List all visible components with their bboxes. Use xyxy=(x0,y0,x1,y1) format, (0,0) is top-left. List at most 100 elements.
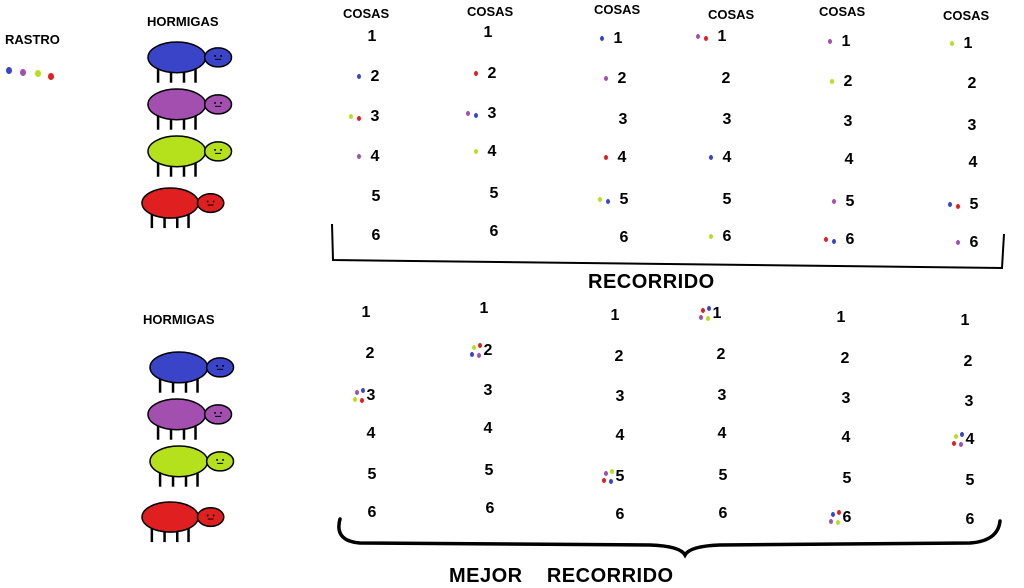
thing-number: 4 xyxy=(483,420,493,437)
thing-number: 4 xyxy=(717,425,727,442)
column-header: COSAS xyxy=(343,6,390,21)
trail-dot-blue xyxy=(831,512,835,517)
legend-dot xyxy=(48,73,54,80)
thing-number: 6 xyxy=(371,227,381,244)
thing-number: 2 xyxy=(614,348,624,365)
thing-number: 5 xyxy=(845,193,855,210)
thing-number: 5 xyxy=(842,470,852,487)
thing-number: 1 xyxy=(836,309,846,326)
trail-dot-green xyxy=(474,149,478,154)
thing-number: 4 xyxy=(617,149,627,166)
thing-number: 1 xyxy=(610,307,620,324)
ant-icon-purple xyxy=(147,88,233,130)
thing-number: 2 xyxy=(721,70,731,87)
thing-number: 4 xyxy=(615,427,625,444)
thing-number: 6 xyxy=(619,229,629,246)
column-header: COSAS xyxy=(467,4,514,19)
trail-dot-green xyxy=(954,434,958,439)
trail-dot-red xyxy=(357,116,361,121)
thing-number: 6 xyxy=(969,234,979,251)
trail-dot-green xyxy=(950,41,954,46)
thing-number: 5 xyxy=(722,191,732,208)
ants-label-bottom: HORMIGAS xyxy=(143,312,215,327)
ant-icon-green xyxy=(149,445,235,487)
legend-dot xyxy=(6,67,12,74)
legend-label: RASTRO xyxy=(5,32,60,47)
trail-dot-green xyxy=(836,520,840,525)
trail-dot-green xyxy=(353,397,357,402)
ant-icon-green xyxy=(147,135,233,177)
thing-number: 5 xyxy=(965,472,975,489)
trail-dot-green xyxy=(598,197,602,202)
trail-dot-purple xyxy=(959,442,963,447)
thing-number: 2 xyxy=(365,345,375,362)
thing-number: 5 xyxy=(371,188,381,205)
thing-number: 3 xyxy=(717,387,727,404)
thing-number: 6 xyxy=(722,228,732,245)
trail-dot-red xyxy=(701,308,705,313)
trail-dot-red xyxy=(704,36,708,41)
thing-number: 1 xyxy=(841,33,851,50)
trail-dot-red xyxy=(837,510,841,515)
trail-dot-green xyxy=(349,114,353,119)
trail-dot-green xyxy=(830,79,834,84)
thing-number: 2 xyxy=(840,350,850,367)
thing-number: 4 xyxy=(844,151,854,168)
thing-number: 3 xyxy=(722,111,732,128)
thing-number: 4 xyxy=(968,154,978,171)
thing-number: 1 xyxy=(613,30,623,47)
thing-number: 3 xyxy=(366,387,376,404)
thing-number: 1 xyxy=(960,312,970,329)
trail-dot-blue xyxy=(474,113,478,118)
trail-dot-blue xyxy=(600,36,604,41)
trail-dot-blue xyxy=(361,388,365,393)
thing-number: 6 xyxy=(842,509,852,526)
thing-number: 5 xyxy=(969,196,979,213)
thing-number: 1 xyxy=(367,28,377,45)
thing-number: 3 xyxy=(841,390,851,407)
column-header: COSAS xyxy=(943,8,990,23)
thing-number: 6 xyxy=(615,506,625,523)
trail-dot-red xyxy=(604,155,608,160)
curly-brace-bottom xyxy=(337,517,1002,559)
caption-bottom: MEJOR RECORRIDO xyxy=(449,565,674,587)
trail-dot-red xyxy=(360,398,364,403)
thing-number: 2 xyxy=(483,342,493,359)
trail-dot-green xyxy=(472,345,476,350)
trail-dot-red xyxy=(474,71,478,76)
trail-dot-blue xyxy=(606,199,610,204)
trail-dot-green xyxy=(709,234,713,239)
thing-number: 4 xyxy=(722,149,732,166)
thing-number: 2 xyxy=(617,70,627,87)
trail-dot-red xyxy=(602,478,606,483)
legend-dot xyxy=(20,68,26,76)
thing-number: 6 xyxy=(845,231,855,248)
thing-number: 5 xyxy=(489,185,499,202)
thing-number: 3 xyxy=(964,393,974,410)
thing-number: 4 xyxy=(370,148,380,165)
trail-dot-blue xyxy=(709,155,713,160)
thing-number: 5 xyxy=(718,467,728,484)
thing-number: 3 xyxy=(618,111,628,128)
trail-dot-red xyxy=(478,343,482,348)
thing-number: 4 xyxy=(487,143,497,160)
trail-dot-red xyxy=(956,204,960,209)
thing-number: 2 xyxy=(487,65,497,82)
thing-number: 5 xyxy=(484,462,494,479)
bracket-top xyxy=(331,223,1005,270)
caption-top: RECORRIDO xyxy=(588,271,715,293)
trail-dot-purple xyxy=(604,76,608,81)
thing-number: 1 xyxy=(963,35,973,52)
thing-number: 6 xyxy=(485,500,495,517)
thing-number: 3 xyxy=(843,113,853,130)
ant-icon-blue xyxy=(149,351,235,393)
trail-dot-blue xyxy=(357,74,361,79)
thing-number: 6 xyxy=(718,505,728,522)
trail-dot-purple xyxy=(699,315,703,320)
trail-dot-green xyxy=(706,316,710,321)
trail-dot-purple xyxy=(466,111,470,116)
thing-number: 1 xyxy=(483,24,493,41)
thing-number: 4 xyxy=(841,429,851,446)
trail-dot-purple xyxy=(355,390,359,395)
thing-number: 3 xyxy=(483,382,493,399)
